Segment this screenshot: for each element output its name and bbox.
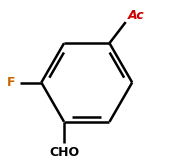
Text: F: F [7,76,15,89]
Text: Ac: Ac [127,9,144,22]
Text: CHO: CHO [49,146,79,159]
